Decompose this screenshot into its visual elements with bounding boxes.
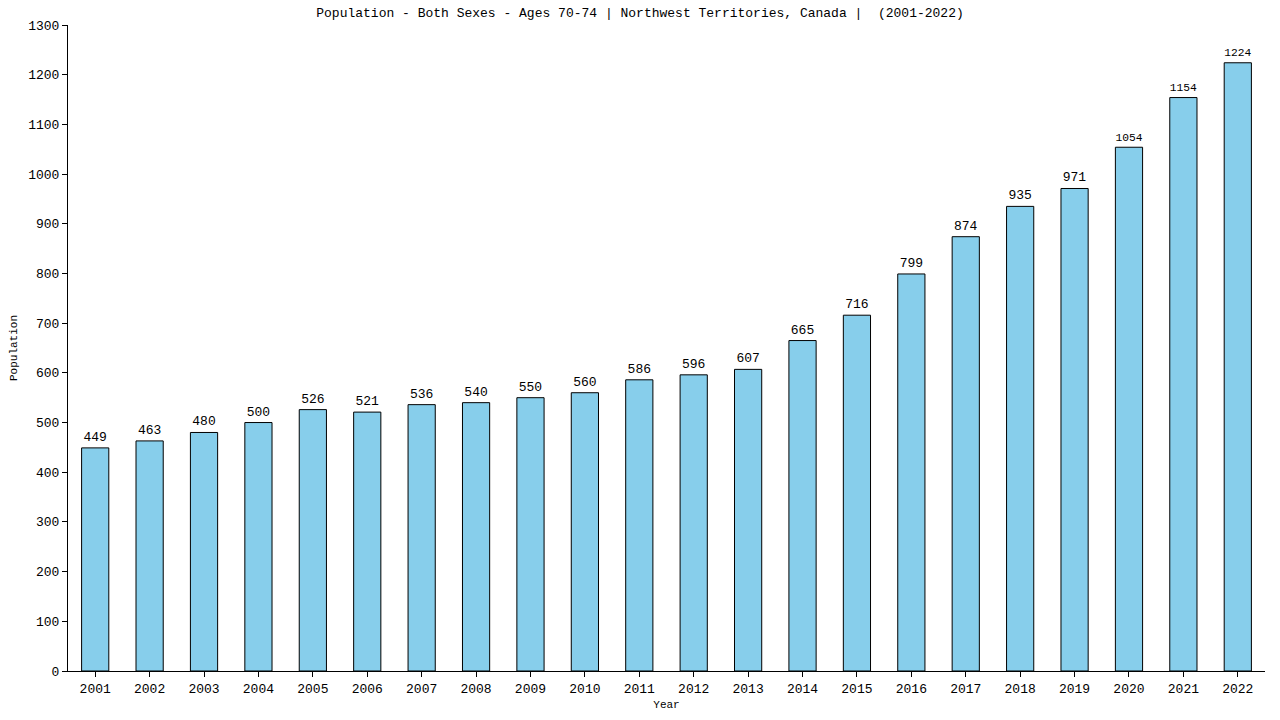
svg-text:1224: 1224: [1224, 47, 1251, 59]
svg-text:2008: 2008: [460, 682, 491, 697]
svg-text:560: 560: [573, 375, 596, 390]
svg-text:2007: 2007: [406, 682, 437, 697]
svg-text:200: 200: [36, 565, 59, 580]
svg-text:586: 586: [628, 362, 651, 377]
svg-text:2015: 2015: [841, 682, 872, 697]
svg-text:526: 526: [301, 392, 324, 407]
svg-text:2017: 2017: [950, 682, 981, 697]
svg-text:1154: 1154: [1170, 82, 1197, 94]
svg-text:2016: 2016: [896, 682, 927, 697]
svg-text:2020: 2020: [1113, 682, 1144, 697]
svg-text:2009: 2009: [515, 682, 546, 697]
svg-text:100: 100: [36, 615, 59, 630]
svg-text:665: 665: [791, 323, 814, 338]
svg-text:463: 463: [138, 423, 161, 438]
svg-text:2006: 2006: [352, 682, 383, 697]
svg-text:2014: 2014: [787, 682, 818, 697]
svg-text:716: 716: [845, 297, 868, 312]
svg-text:600: 600: [36, 366, 59, 381]
svg-text:1054: 1054: [1115, 132, 1142, 144]
svg-text:Year: Year: [653, 699, 679, 711]
svg-text:540: 540: [464, 385, 487, 400]
svg-text:2001: 2001: [80, 682, 111, 697]
svg-text:1100: 1100: [28, 118, 59, 133]
svg-text:900: 900: [36, 217, 59, 232]
svg-text:607: 607: [736, 351, 759, 366]
svg-text:Population - Both Sexes - Ages: Population - Both Sexes - Ages 70-74 | N…: [316, 6, 964, 21]
svg-text:2013: 2013: [733, 682, 764, 697]
svg-text:935: 935: [1008, 188, 1031, 203]
svg-text:2021: 2021: [1168, 682, 1199, 697]
svg-text:799: 799: [900, 256, 923, 271]
svg-text:521: 521: [355, 394, 379, 409]
svg-text:2010: 2010: [569, 682, 600, 697]
svg-text:1000: 1000: [28, 168, 59, 183]
svg-text:2011: 2011: [624, 682, 655, 697]
svg-text:874: 874: [954, 219, 978, 234]
svg-text:2003: 2003: [188, 682, 219, 697]
svg-text:Population: Population: [8, 315, 20, 381]
svg-text:480: 480: [192, 414, 215, 429]
svg-text:0: 0: [52, 665, 60, 680]
svg-text:2005: 2005: [297, 682, 328, 697]
svg-text:300: 300: [36, 515, 59, 530]
svg-text:2022: 2022: [1222, 682, 1253, 697]
svg-text:500: 500: [247, 405, 270, 420]
svg-text:500: 500: [36, 416, 59, 431]
svg-text:400: 400: [36, 466, 59, 481]
svg-text:536: 536: [410, 387, 433, 402]
svg-text:2019: 2019: [1059, 682, 1090, 697]
svg-text:971: 971: [1063, 170, 1087, 185]
svg-text:700: 700: [36, 317, 59, 332]
svg-text:550: 550: [519, 380, 542, 395]
svg-text:1300: 1300: [28, 19, 59, 34]
svg-text:2012: 2012: [678, 682, 709, 697]
svg-text:449: 449: [84, 430, 107, 445]
svg-text:1200: 1200: [28, 68, 59, 83]
svg-text:2018: 2018: [1005, 682, 1036, 697]
svg-text:800: 800: [36, 267, 59, 282]
svg-text:2004: 2004: [243, 682, 274, 697]
svg-text:2002: 2002: [134, 682, 165, 697]
svg-text:596: 596: [682, 357, 705, 372]
